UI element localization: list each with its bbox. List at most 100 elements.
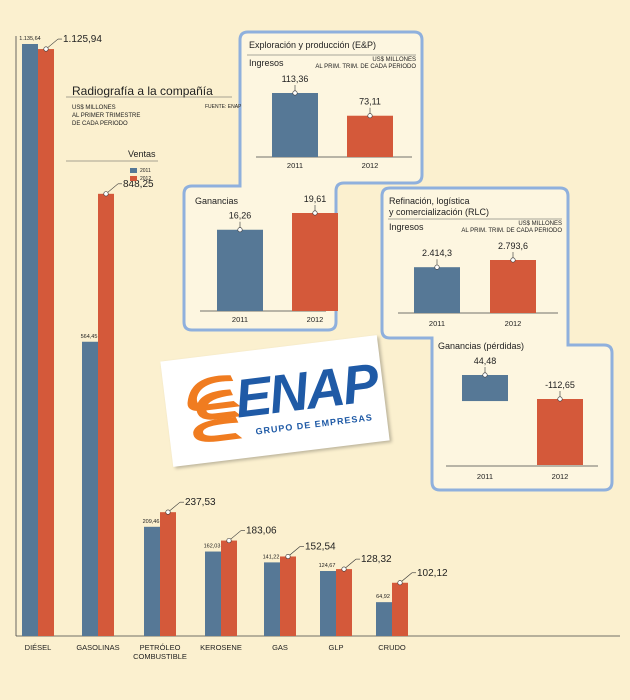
rlc-units: US$ MILLONES AL PRIM. TRIM. DE CADA PERI…: [440, 221, 562, 235]
legend-item-2012: 2012: [130, 176, 151, 182]
ep-ganancias-title: Ganancias: [195, 196, 239, 206]
units-line-3: DE CADA PERIODO: [72, 121, 128, 127]
ventas-category-5-line-0: GLP: [328, 643, 343, 652]
rlcg-0-dot: [482, 372, 488, 378]
ventas-label-2011-2: 209,46: [143, 519, 160, 525]
ventas-label-2011-1: 564,45: [81, 334, 98, 340]
ep-0-dot: [292, 90, 298, 96]
ep-bar-2011: [272, 93, 318, 157]
ventas-bar-2012-4: [280, 556, 296, 636]
epg-value-2011: 16,26: [229, 211, 252, 221]
ventas-label-2011-5: 124,67: [319, 563, 336, 569]
ventas-2012-2-leader: [167, 501, 181, 513]
rlc-year-2012: 2012: [505, 319, 522, 328]
rlcg-bar-2012: [537, 399, 583, 465]
ventas-2012-4-leader: [287, 546, 301, 557]
epg-bar-2012: [292, 213, 338, 311]
ventas-bar-2011-2: [144, 526, 160, 636]
page-title: Radiografía a la compañía: [72, 84, 213, 98]
rlc-bar-2011: [414, 267, 460, 313]
rlc-title-line-2: y comercialización (RLC): [389, 207, 490, 217]
rlc-subtitle: Ingresos: [389, 222, 424, 232]
ventas-bar-2011-5: [320, 571, 336, 636]
rlc-year-2011: 2011: [429, 319, 445, 328]
units-line-2: AL PRIMER TRIMESTRE: [72, 113, 141, 119]
epg-1-dot: [312, 210, 318, 216]
ventas-label-2011-6: 64,92: [376, 594, 390, 600]
ventas-category-1-line-0: GASOLINAS: [76, 643, 119, 652]
ep-ganancias-chart: 16,26 2011 19,61 2012: [200, 194, 338, 324]
ventas-2012-0-dot: [43, 46, 49, 52]
rlc-ganancias-title: Ganancias (pérdidas): [438, 341, 525, 351]
ep-ingresos-chart: 113,36 2011 73,11 2012: [256, 74, 412, 170]
ep-year-2011: 2011: [287, 161, 303, 170]
ventas-2012-1-leader: [105, 183, 119, 195]
ventas-2012-6-leader: [399, 572, 413, 583]
source-note: FUENTE: ENAP: [205, 104, 242, 110]
epg-0-dot: [237, 227, 243, 233]
ep-subtitle: Ingresos: [249, 58, 284, 68]
ventas-label-2012-0: 1.125,94: [63, 34, 102, 45]
ep-bar-2012: [347, 115, 393, 157]
ventas-2012-6-dot: [397, 580, 403, 586]
ep-value-2012: 73,11: [359, 97, 381, 107]
rlcg-value-2011: 44,48: [474, 356, 497, 366]
ventas-bar-2011-6: [376, 602, 392, 636]
ventas-category-4-line-0: GAS: [272, 643, 288, 652]
ventas-bar-2011-0: [22, 44, 38, 636]
ep-value-2011: 113,36: [282, 74, 309, 84]
rlcg-value-2012: -112,65: [545, 380, 575, 390]
rlc-bar-2012: [490, 260, 536, 313]
ventas-2012-3-leader: [228, 530, 242, 541]
ventas-bar-2012-5: [336, 569, 352, 636]
ep-units-line-1: US$ MILLONES: [372, 57, 416, 63]
ep-year-2012: 2012: [362, 161, 379, 170]
ventas-2012-5-leader: [343, 558, 357, 570]
ventas-2012-1-dot: [103, 191, 109, 197]
rlc-title-line-1: Refinación, logística: [389, 196, 470, 206]
ventas-label-2012-5: 128,32: [361, 554, 392, 565]
rlcg-year-2012: 2012: [552, 472, 569, 481]
rlcg-1-dot: [557, 396, 563, 402]
ventas-2012-3-dot: [226, 538, 232, 544]
epg-year-2011: 2011: [232, 315, 248, 324]
ventas-label-2012-6: 102,12: [417, 568, 448, 579]
ventas-2012-2-dot: [165, 509, 171, 515]
ventas-bar-2011-1: [82, 341, 98, 636]
ventas-bar-2012-0: [38, 49, 54, 637]
legend-swatch-2012: [130, 176, 137, 182]
rlc-units-line-1: US$ MILLONES: [518, 221, 562, 227]
ventas-bar-2012-2: [160, 512, 176, 636]
ventas-bar-2012-1: [98, 193, 114, 637]
ventas-2012-0-leader: [45, 38, 59, 50]
units-note: US$ MILLONES AL PRIMER TRIMESTRE DE CADA…: [72, 104, 192, 128]
ep-units-line-2: AL PRIM. TRIM. DE CADA PERIODO: [315, 64, 416, 70]
ventas-label-2011-0: 1.135,64: [19, 36, 40, 42]
rlc-ingresos-chart: 2.414,3 2011 2.793,6 2012: [398, 241, 558, 328]
ep-units: US$ MILLONES AL PRIM. TRIM. DE CADA PERI…: [290, 57, 416, 71]
ventas-label-2012-1: 848,25: [123, 179, 154, 190]
legend-item-2011: 2011: [130, 168, 151, 174]
section-title-ventas: Ventas: [128, 149, 156, 159]
rlc-units-line-2: AL PRIM. TRIM. DE CADA PERIODO: [461, 228, 562, 234]
ventas-bar-2012-6: [392, 582, 408, 636]
ventas-category-2-line-1: COMBUSTIBLE: [133, 652, 187, 661]
legend-swatch-2011: [130, 168, 137, 174]
rlc-value-2011: 2.414,3: [422, 248, 452, 258]
units-line-1: US$ MILLONES: [72, 105, 116, 111]
ep-1-dot: [367, 113, 373, 119]
ventas-category-2-line-0: PETRÓLEO: [140, 643, 181, 652]
ventas-label-2011-3: 162,03: [204, 544, 221, 550]
enap-logo-mark-icon: [187, 375, 243, 442]
ventas-category-6-line-0: CRUDO: [378, 643, 406, 652]
ventas-chart: 1.135,64 1.125,94 DIÉSEL 564,45 848,25 GASOLI…: [15, 34, 620, 661]
ventas-label-2012-4: 152,54: [305, 541, 336, 552]
ventas-category-0-line-0: DIÉSEL: [25, 643, 52, 652]
legend-label-2011: 2011: [140, 168, 151, 174]
ventas-label-2011-4: 141,22: [263, 554, 280, 560]
rlc-value-2012: 2.793,6: [498, 241, 528, 251]
ventas-category-3-line-0: KEROSENE: [200, 643, 242, 652]
ep-title: Exploración y producción (E&P): [249, 40, 377, 50]
rlc-1-dot: [510, 257, 516, 263]
